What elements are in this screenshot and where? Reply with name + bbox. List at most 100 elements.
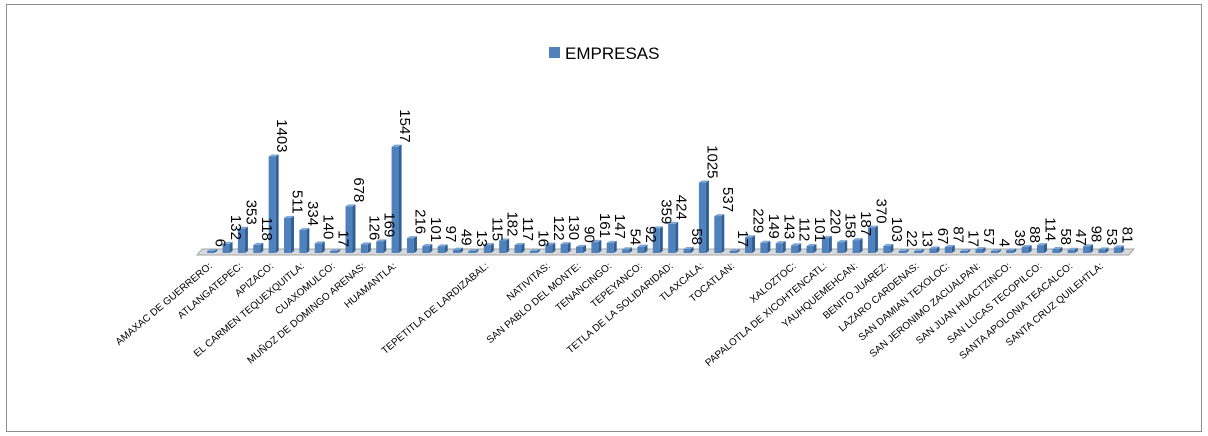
data-label: 118 bbox=[258, 217, 275, 241]
data-label: 424 bbox=[673, 195, 690, 220]
data-label: 6 bbox=[212, 239, 229, 247]
bar-side bbox=[444, 244, 448, 253]
bar-side bbox=[613, 240, 617, 253]
bar bbox=[499, 238, 510, 253]
bar-front bbox=[591, 241, 599, 253]
bar-side bbox=[321, 241, 325, 253]
bar-top bbox=[606, 240, 617, 243]
bar-front bbox=[268, 156, 276, 253]
bar-side bbox=[844, 240, 848, 253]
bar-side bbox=[629, 247, 633, 253]
data-label: 115 bbox=[488, 217, 505, 241]
bar-side bbox=[536, 249, 540, 253]
bar-top bbox=[299, 228, 310, 231]
bar bbox=[791, 243, 802, 253]
bar bbox=[944, 245, 955, 253]
bar-side bbox=[1090, 244, 1094, 253]
bar-top bbox=[1052, 247, 1063, 250]
data-label: 101 bbox=[811, 217, 828, 242]
bar-front bbox=[1006, 250, 1014, 253]
bar-top bbox=[898, 249, 909, 251]
bar-front bbox=[806, 246, 814, 253]
bar-front bbox=[1067, 249, 1075, 253]
bar bbox=[760, 240, 771, 253]
bar bbox=[714, 214, 725, 253]
bar-front bbox=[821, 237, 829, 253]
category-labels: AMAXAC DE GUERRERO:ATLANGATEPEC:APIZACO:… bbox=[114, 259, 1106, 369]
bar bbox=[437, 244, 448, 253]
bar bbox=[376, 239, 387, 253]
category-label: SANTA APOLONIA TEACALCO: bbox=[958, 261, 1075, 362]
bar-front bbox=[299, 230, 307, 253]
bar-front bbox=[468, 251, 476, 253]
bar-top bbox=[376, 239, 387, 242]
bar-top bbox=[745, 235, 756, 238]
data-label: 114 bbox=[1041, 217, 1058, 241]
bar-front bbox=[867, 227, 875, 253]
bar bbox=[422, 244, 433, 253]
bar-front bbox=[944, 247, 952, 253]
bar bbox=[867, 225, 878, 253]
bar-top bbox=[1083, 244, 1094, 247]
bar bbox=[207, 249, 218, 253]
data-label: 143 bbox=[780, 214, 797, 239]
bar-top bbox=[714, 214, 725, 217]
bar-side bbox=[1013, 248, 1017, 253]
chart-frame: EMPRESAS 6 132 353 118 1403 511 334 140 17 678 126… bbox=[6, 4, 1202, 432]
data-label: 92 bbox=[642, 226, 659, 243]
bar-side bbox=[413, 236, 417, 253]
bar-top bbox=[1067, 247, 1078, 250]
data-label: 87 bbox=[949, 226, 966, 243]
bar bbox=[929, 246, 940, 253]
data-label: 334 bbox=[304, 201, 321, 226]
bar-side bbox=[598, 239, 602, 253]
bar bbox=[391, 144, 402, 253]
data-label: 13 bbox=[919, 230, 936, 247]
bar-front bbox=[529, 251, 537, 253]
bar-front bbox=[1098, 249, 1106, 253]
bar-side bbox=[383, 239, 387, 253]
data-label: 101 bbox=[427, 217, 444, 242]
data-label: 47 bbox=[1072, 229, 1089, 246]
bar-front bbox=[545, 244, 553, 253]
bar-side bbox=[1120, 245, 1124, 253]
bar-front bbox=[345, 206, 353, 253]
bar bbox=[360, 242, 371, 253]
bar-front bbox=[729, 251, 737, 253]
bar-side bbox=[214, 249, 218, 253]
bar bbox=[406, 236, 417, 253]
data-label: 149 bbox=[765, 214, 782, 239]
bar-top bbox=[253, 242, 264, 245]
bar-side bbox=[982, 247, 986, 253]
bar-side bbox=[506, 238, 510, 253]
data-labels: 6132353118140351133414017678126169154721… bbox=[212, 109, 1136, 247]
bar bbox=[821, 235, 832, 253]
bar-top bbox=[1098, 247, 1109, 250]
bar-front bbox=[314, 243, 322, 253]
data-label: 147 bbox=[611, 214, 628, 239]
bar bbox=[314, 241, 325, 253]
bar-front bbox=[714, 216, 722, 253]
bar-top bbox=[237, 226, 248, 229]
bar-front bbox=[745, 237, 753, 253]
bar-side bbox=[798, 243, 802, 253]
bar-front bbox=[914, 251, 922, 253]
bar-front bbox=[622, 249, 630, 253]
bar-front bbox=[775, 243, 783, 253]
bar-top bbox=[698, 180, 709, 183]
bar bbox=[1067, 247, 1078, 253]
data-label: 53 bbox=[1103, 229, 1120, 246]
data-label: 220 bbox=[826, 209, 843, 234]
data-label: 17 bbox=[965, 230, 982, 247]
data-label: 1025 bbox=[703, 145, 720, 178]
bar-side bbox=[229, 241, 233, 253]
bar-top bbox=[821, 235, 832, 238]
bar-front bbox=[406, 238, 414, 253]
bar-side bbox=[874, 225, 878, 253]
bar-top bbox=[867, 225, 878, 228]
bar bbox=[745, 235, 756, 253]
bar-front bbox=[698, 182, 706, 253]
data-label: 169 bbox=[381, 212, 398, 237]
bar-side bbox=[1028, 244, 1032, 253]
bar-top bbox=[284, 215, 295, 218]
